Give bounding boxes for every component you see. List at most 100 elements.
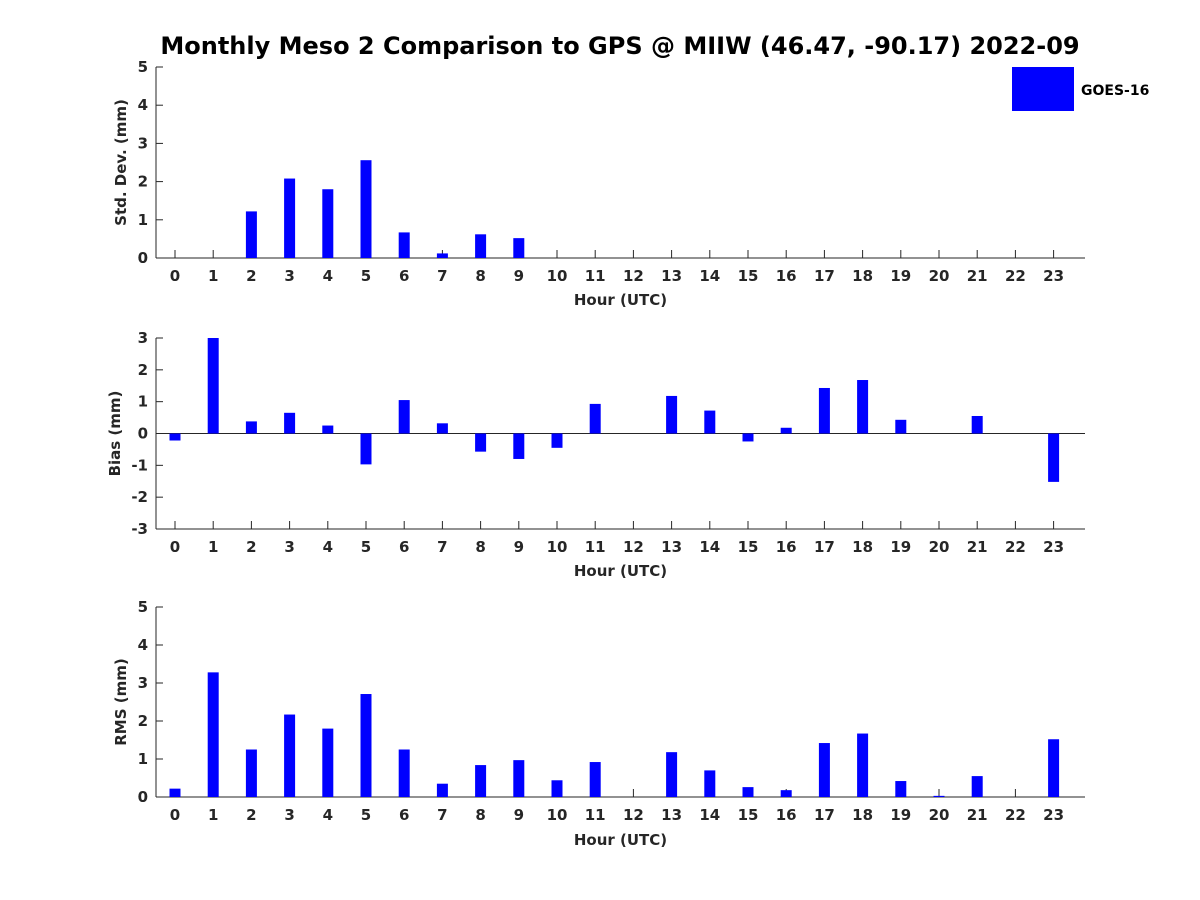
y-tick-label: 2 xyxy=(138,712,148,730)
x-tick-label: 4 xyxy=(323,538,333,556)
y-tick-label: 3 xyxy=(138,674,148,692)
x-tick-label: 8 xyxy=(475,538,485,556)
x-tick-label: 1 xyxy=(208,806,218,824)
y-tick-label: 4 xyxy=(138,96,148,114)
y-tick-label: 3 xyxy=(138,329,148,347)
bar-hour-23 xyxy=(1048,739,1060,797)
x-tick-label: 10 xyxy=(547,806,568,824)
y-tick-label: 0 xyxy=(138,249,148,267)
chart-title: Monthly Meso 2 Comparison to GPS @ MIIW … xyxy=(160,32,1079,60)
bar-hour-11 xyxy=(589,762,601,797)
y-axis-label: Std. Dev. (mm) xyxy=(112,99,130,226)
x-tick-label: 8 xyxy=(475,806,485,824)
x-tick-label: 18 xyxy=(852,806,873,824)
bar-hour-6 xyxy=(398,749,410,797)
x-tick-label: 5 xyxy=(361,267,371,285)
x-tick-label: 9 xyxy=(514,538,524,556)
y-tick-label: 0 xyxy=(138,788,148,806)
x-tick-label: 12 xyxy=(623,806,644,824)
x-tick-label: 7 xyxy=(437,538,447,556)
x-tick-label: 7 xyxy=(437,806,447,824)
x-axis-label: Hour (UTC) xyxy=(574,291,667,309)
bar-hour-17 xyxy=(818,387,830,434)
y-axis-label: RMS (mm) xyxy=(112,658,130,745)
x-tick-label: 13 xyxy=(661,267,682,285)
bar-hour-9 xyxy=(513,238,525,258)
x-tick-label: 9 xyxy=(514,267,524,285)
y-tick-label: 2 xyxy=(138,173,148,191)
bar-hour-3 xyxy=(284,714,296,797)
bar-hour-5 xyxy=(360,694,372,797)
x-tick-label: 16 xyxy=(776,267,797,285)
y-tick-label: 2 xyxy=(138,361,148,379)
x-tick-label: 12 xyxy=(623,538,644,556)
x-tick-label: 10 xyxy=(547,267,568,285)
x-tick-label: 18 xyxy=(852,267,873,285)
x-tick-label: 3 xyxy=(284,806,294,824)
x-axis-label: Hour (UTC) xyxy=(574,562,667,580)
y-tick-label: 1 xyxy=(138,750,148,768)
bar-hour-9 xyxy=(513,433,525,459)
x-tick-label: 13 xyxy=(661,806,682,824)
x-tick-label: 5 xyxy=(361,538,371,556)
bar-hour-2 xyxy=(245,211,257,258)
bar-hour-4 xyxy=(322,425,334,434)
bar-hour-16 xyxy=(780,790,792,797)
legend-label: GOES-16 xyxy=(1081,83,1149,99)
x-axis-label: Hour (UTC) xyxy=(574,831,667,849)
x-tick-label: 20 xyxy=(929,538,950,556)
bar-hour-18 xyxy=(857,380,869,434)
bar-hour-1 xyxy=(207,672,219,797)
bar-hour-8 xyxy=(475,433,487,452)
x-tick-label: 16 xyxy=(776,806,797,824)
bar-hour-7 xyxy=(436,783,448,797)
x-tick-label: 19 xyxy=(890,267,911,285)
bar-hour-5 xyxy=(360,433,372,465)
x-tick-label: 11 xyxy=(585,538,606,556)
x-tick-label: 16 xyxy=(776,538,797,556)
x-tick-label: 10 xyxy=(547,538,568,556)
bar-hour-11 xyxy=(589,403,601,434)
bar-hour-23 xyxy=(1048,433,1060,482)
x-tick-label: 3 xyxy=(284,267,294,285)
x-tick-label: 22 xyxy=(1005,267,1026,285)
y-tick-label: 5 xyxy=(138,58,148,76)
y-tick-label: 5 xyxy=(138,598,148,616)
legend: GOES-16 xyxy=(1012,67,1149,111)
x-tick-label: 19 xyxy=(890,538,911,556)
x-tick-label: 21 xyxy=(967,538,988,556)
x-tick-label: 6 xyxy=(399,267,409,285)
bar-hour-6 xyxy=(398,232,410,258)
bar-hour-7 xyxy=(436,423,448,434)
bar-hour-9 xyxy=(513,760,525,797)
bar-hour-15 xyxy=(742,787,754,797)
bar-hour-0 xyxy=(169,788,181,797)
bar-hour-21 xyxy=(971,776,983,797)
x-tick-label: 17 xyxy=(814,538,835,556)
x-tick-label: 21 xyxy=(967,267,988,285)
x-tick-label: 20 xyxy=(929,267,950,285)
y-tick-label: -2 xyxy=(131,488,148,506)
bar-hour-21 xyxy=(971,415,983,434)
x-tick-label: 13 xyxy=(661,538,682,556)
bar-hour-1 xyxy=(207,338,219,434)
bar-hour-15 xyxy=(742,433,754,442)
y-tick-label: 1 xyxy=(138,211,148,229)
x-tick-label: 8 xyxy=(475,267,485,285)
bar-hour-17 xyxy=(818,743,830,797)
x-tick-label: 5 xyxy=(361,806,371,824)
bar-hour-13 xyxy=(666,752,678,797)
bar-hour-16 xyxy=(780,427,792,434)
x-tick-label: 0 xyxy=(170,538,180,556)
x-tick-label: 4 xyxy=(323,267,333,285)
x-tick-label: 3 xyxy=(284,538,294,556)
bar-hour-8 xyxy=(475,234,487,258)
bar-hour-3 xyxy=(284,412,296,434)
x-tick-label: 23 xyxy=(1043,538,1064,556)
y-tick-label: 4 xyxy=(138,636,148,654)
x-tick-label: 2 xyxy=(246,806,256,824)
x-tick-label: 0 xyxy=(170,267,180,285)
bar-hour-14 xyxy=(704,770,716,797)
